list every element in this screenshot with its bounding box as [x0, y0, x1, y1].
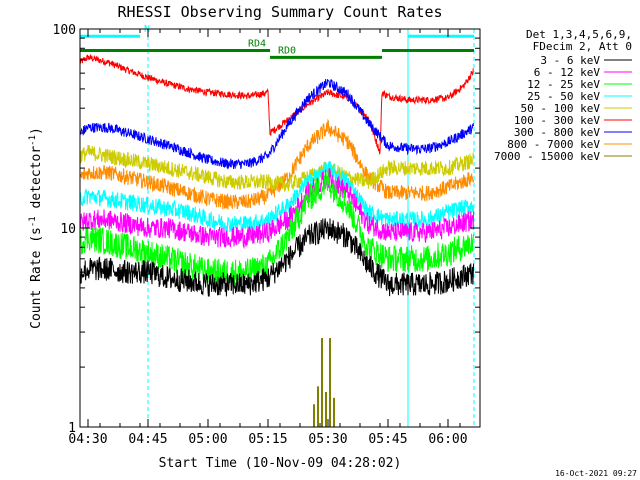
flag-label-n: N [144, 24, 150, 35]
y-tick-label-1: 10 [60, 222, 76, 237]
series-line-3 [79, 144, 475, 193]
series-line-0 [79, 54, 475, 155]
chart-title: RHESSI Observing Summary Count Rates [117, 3, 442, 21]
series-line-1 [79, 78, 475, 170]
x-axis-label: Start Time (10-Nov-09 04:28:02) [159, 456, 402, 471]
legend-entry-label-7: 800 - 7000 keV [507, 138, 600, 151]
legend: Det 1,3,4,5,6,9,FDecim 2, Att 03 - 6 keV… [494, 28, 632, 163]
legend-header-1: FDecim 2, Att 0 [533, 40, 632, 53]
legend-entry-label-8: 7000 - 15000 keV [494, 150, 600, 163]
y-tick-label-0: 1 [68, 421, 76, 436]
series-line-8 [313, 338, 335, 427]
x-tick-label-3: 05:15 [248, 432, 287, 447]
legend-header-0: Det 1,3,4,5,6,9, [526, 28, 632, 41]
legend-entry-label-4: 50 - 100 keV [521, 102, 601, 115]
y-axis-label: Count Rate (s-1 detector-1) [28, 127, 44, 329]
x-tick-label-6: 06:00 [428, 432, 467, 447]
legend-entry-label-5: 100 - 300 keV [514, 114, 600, 127]
ylabel-superscript: -1 [28, 135, 38, 146]
series-line-5 [79, 168, 475, 250]
legend-entry-label-1: 6 - 12 keV [534, 66, 601, 79]
ylabel-superscript: -1 [28, 216, 38, 227]
series-line-7 [79, 218, 475, 297]
legend-entry-label-0: 3 - 6 keV [540, 54, 600, 67]
y-tick-label-2: 100 [53, 23, 76, 38]
x-tick-label-0: 04:30 [68, 432, 107, 447]
x-tick-label-4: 05:30 [308, 432, 347, 447]
ylabel-part: Count Rate (s [29, 227, 44, 329]
x-tick-label-1: 04:45 [128, 432, 167, 447]
flag-label-rd0: RD0 [278, 45, 296, 56]
legend-entry-label-2: 12 - 25 keV [527, 78, 600, 91]
x-tick-label-5: 05:45 [368, 432, 407, 447]
axes: 04:30 04:45 05:00 05:15 05:30 05:45 06:00 1 10 10… [53, 23, 481, 447]
legend-entry-label-6: 300 - 800 keV [514, 126, 600, 139]
flag-label-rd4: RD4 [248, 38, 266, 49]
plot-area: N RD4 RD0 [79, 24, 475, 427]
footer-timestamp: 16-Oct-2021 09:27 [555, 469, 637, 478]
ylabel-part: detector [29, 146, 44, 217]
x-tick-label-2: 05:00 [188, 432, 227, 447]
legend-entry-label-3: 25 - 50 keV [527, 90, 600, 103]
ylabel-part: ) [29, 127, 44, 135]
series-line-4 [79, 161, 475, 234]
